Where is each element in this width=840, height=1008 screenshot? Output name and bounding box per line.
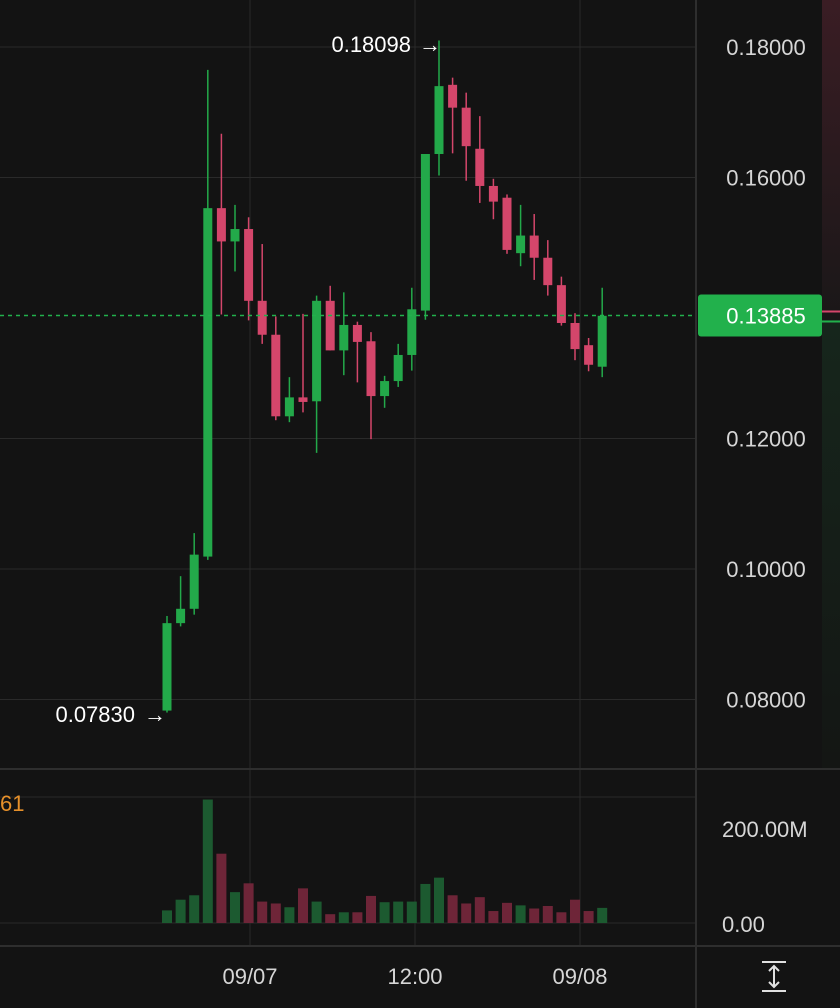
candle-body	[529, 235, 539, 258]
volume-bar	[420, 883, 431, 923]
candle-body	[407, 309, 417, 355]
grid	[0, 0, 696, 946]
candle-body	[597, 315, 607, 367]
candle-body	[556, 285, 566, 323]
current-price-badge: 0.13885	[698, 294, 840, 337]
candle-body	[448, 84, 458, 108]
volume-bar	[597, 907, 608, 923]
volume-bar	[529, 908, 540, 923]
price-tick-label: 0.16000	[726, 165, 806, 190]
low-price-label: 0.07830	[55, 702, 135, 727]
volume-bar	[284, 907, 295, 923]
volume-bar	[311, 901, 322, 923]
candle-body	[312, 300, 322, 402]
candle-body	[339, 324, 349, 351]
candle-body	[502, 197, 512, 250]
candle-body	[420, 153, 430, 311]
volume-bar	[175, 899, 186, 923]
volume-bar	[243, 883, 254, 923]
volume-bar	[515, 905, 526, 923]
low-arrow-icon: →	[144, 702, 166, 727]
time-axis-label: 09/08	[552, 964, 607, 989]
volume-bar	[542, 905, 553, 923]
volume-bar	[556, 912, 567, 923]
price-axis-labels: 0.18000 0.16000 0.12000 0.10000 0.08000	[726, 35, 806, 713]
edge-tint-top	[822, 0, 840, 320]
volume-bar	[474, 897, 485, 923]
candle-body	[189, 554, 199, 609]
candle-body	[488, 185, 498, 202]
volume-bar	[488, 911, 499, 923]
volume-bar	[270, 903, 281, 923]
price-tick-label: 0.18000	[726, 35, 806, 60]
volume-tick-label: 0.00	[722, 912, 765, 937]
volume-bar	[366, 895, 376, 923]
candle-body	[366, 341, 376, 397]
candle-body	[475, 148, 485, 186]
candle-body	[570, 322, 580, 350]
volume-bar	[257, 901, 268, 923]
autoscale-button[interactable]	[756, 958, 792, 998]
volume-bar	[379, 902, 390, 923]
high-arrow-icon: →	[419, 32, 441, 57]
low-marker: 0.07830 →	[55, 702, 166, 727]
candle-body	[162, 623, 172, 711]
candles	[162, 40, 607, 713]
candle-body	[257, 300, 267, 335]
time-axis-label: 12:00	[387, 964, 442, 989]
vertical-resize-icon	[762, 961, 786, 992]
candle-body	[244, 229, 254, 301]
volume-bar	[216, 853, 227, 923]
candle-body	[434, 86, 444, 154]
candle-body	[325, 300, 335, 351]
volume-bar	[570, 899, 580, 923]
time-axis-label: 09/07	[222, 964, 277, 989]
candle-body	[352, 324, 362, 342]
volume-bar	[583, 911, 594, 923]
volume-bar	[202, 799, 213, 923]
volume-bar	[230, 892, 240, 923]
candle-body	[284, 397, 294, 417]
volume-bar	[502, 902, 512, 923]
candle-body	[393, 354, 403, 382]
volume-bar	[298, 888, 308, 923]
candle-body	[584, 345, 594, 365]
price-tick-label: 0.08000	[726, 687, 806, 712]
candle-body	[380, 381, 390, 397]
volume-bar	[338, 912, 349, 923]
candle-body	[203, 208, 213, 557]
current-price-text: 0.13885	[726, 303, 806, 328]
volume-indicator-value: 61	[0, 791, 24, 816]
high-marker: 0.18098 →	[331, 32, 441, 57]
volume-bar	[352, 912, 363, 923]
volume-bar	[461, 903, 472, 923]
candle-body	[461, 107, 471, 147]
volume-tick-label: 200.00M	[722, 817, 808, 842]
candle-body	[216, 208, 226, 242]
price-tick-label: 0.12000	[726, 426, 806, 451]
volume-bar	[447, 895, 458, 923]
volume-bar	[189, 895, 200, 923]
current-price-badge-bg	[698, 294, 822, 337]
candle-body	[230, 229, 240, 242]
volume-bars	[162, 799, 608, 923]
candle-body	[176, 608, 186, 624]
volume-bar	[393, 901, 404, 923]
edge-tint-bottom	[822, 320, 840, 768]
price-tick-label: 0.10000	[726, 557, 806, 582]
candle-body	[516, 235, 526, 254]
volume-bar	[434, 877, 444, 923]
high-price-label: 0.18098	[331, 32, 411, 57]
candle-body	[298, 397, 308, 402]
volume-bar	[406, 901, 417, 923]
volume-bar	[162, 910, 172, 923]
candle-body	[271, 334, 281, 417]
volume-bar	[325, 914, 336, 923]
candle-body	[543, 257, 553, 286]
